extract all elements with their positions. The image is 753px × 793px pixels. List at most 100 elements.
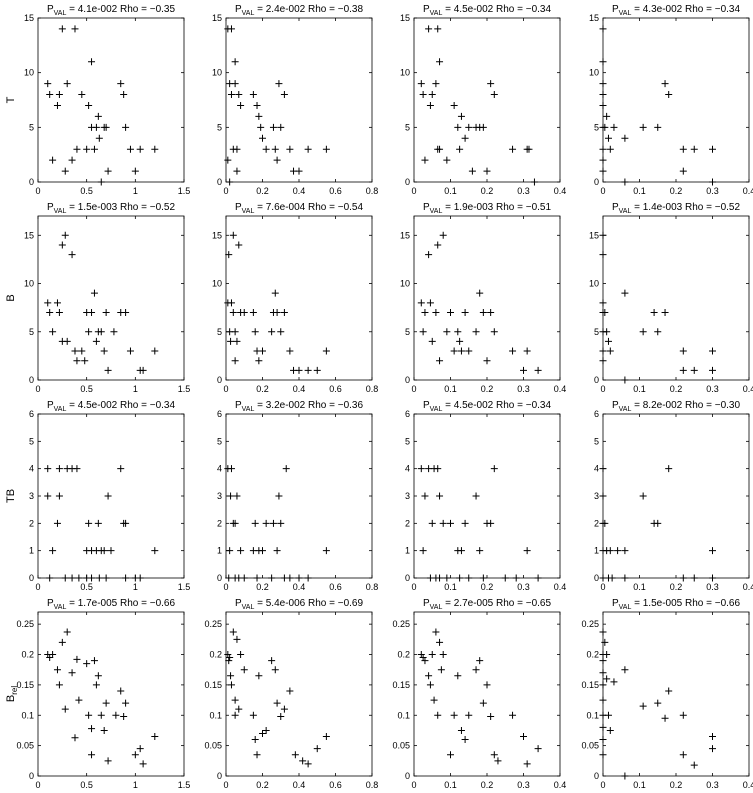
y-tick-label: 0 xyxy=(217,573,222,583)
y-axis-label: Brel xyxy=(5,686,19,702)
data-point-plus xyxy=(55,91,63,99)
x-tick-label: 0.1 xyxy=(444,186,457,196)
y-tick-label: 5 xyxy=(405,327,410,337)
x-tick-label: 1 xyxy=(133,186,138,196)
data-point-plus xyxy=(227,672,235,680)
data-point-plus xyxy=(100,726,108,734)
x-tick-label: 0.2 xyxy=(670,186,683,196)
y-tick-label: 3 xyxy=(594,491,599,501)
data-point-plus xyxy=(71,25,79,33)
subplot-title: PVAL = 7.6e-004 Rho = −0.54 xyxy=(235,202,364,215)
data-point-plus xyxy=(226,654,234,662)
data-point-plus xyxy=(599,25,607,33)
subplot-title: PVAL = 2.7e-005 Rho = −0.65 xyxy=(423,598,552,611)
plot-frame xyxy=(413,413,561,579)
data-point-plus xyxy=(661,308,669,316)
data-point-plus xyxy=(102,123,110,131)
data-point-plus xyxy=(601,638,609,646)
data-point-plus xyxy=(81,357,89,365)
data-point-plus xyxy=(262,726,270,734)
x-tick-label: 0.1 xyxy=(444,780,457,790)
data-point-plus xyxy=(525,145,533,153)
data-point-plus xyxy=(661,714,669,722)
data-point-plus xyxy=(235,241,243,249)
plot-frame xyxy=(37,215,185,381)
subplot-r1-c3: 0 0.1 0.2 0.3 0.4 0 5 10 15 PVAL = 1.4e-003 Rho =… xyxy=(589,202,753,394)
data-point-plus xyxy=(512,574,520,582)
data-point-plus xyxy=(709,745,716,753)
x-tick-label: 0 xyxy=(223,780,228,790)
data-point-plus xyxy=(479,699,487,707)
data-point-plus xyxy=(313,745,321,753)
data-point-plus xyxy=(604,711,612,719)
data-point-plus xyxy=(461,308,469,316)
data-point-plus xyxy=(639,492,647,500)
data-point-plus xyxy=(136,574,144,582)
data-point-plus xyxy=(271,145,279,153)
data-point-plus xyxy=(601,519,609,527)
data-point-plus xyxy=(614,547,622,555)
data-point-plus xyxy=(44,299,52,307)
data-point-plus xyxy=(490,328,498,336)
y-tick-label: 4 xyxy=(217,464,222,474)
data-point-plus xyxy=(490,465,498,473)
data-point-plus xyxy=(425,25,433,33)
x-tick-label: 0.8 xyxy=(366,582,379,592)
data-point-plus xyxy=(304,760,312,768)
data-point-plus xyxy=(417,651,425,659)
x-tick-label: 0.3 xyxy=(517,384,530,394)
y-tick-label: 0.2 xyxy=(586,650,599,660)
x-tick-label: 0 xyxy=(411,384,416,394)
x-tick-label: 0 xyxy=(600,780,605,790)
data-point-plus xyxy=(421,657,429,665)
data-point-plus xyxy=(277,328,285,336)
data-point-plus xyxy=(286,145,294,153)
x-tick-label: 0.6 xyxy=(329,384,342,394)
data-point-plus xyxy=(259,134,266,142)
subplot-title: PVAL = 1.5e-005 Rho = −0.66 xyxy=(612,598,741,611)
data-point-plus xyxy=(428,651,436,659)
data-point-plus xyxy=(280,91,288,99)
data-point-plus xyxy=(639,123,647,131)
data-point-plus xyxy=(461,519,469,527)
x-tick-label: 0.5 xyxy=(80,582,93,592)
plot-frame xyxy=(413,17,561,183)
x-tick-label: 0.4 xyxy=(293,384,306,394)
data-point-plus xyxy=(523,547,531,555)
data-point-plus xyxy=(237,651,245,659)
x-tick-label: 0.2 xyxy=(256,780,269,790)
data-point-plus xyxy=(255,672,263,680)
data-point-plus xyxy=(465,123,473,131)
data-point-plus xyxy=(271,666,279,674)
data-point-plus xyxy=(280,308,288,316)
data-point-plus xyxy=(417,465,425,473)
data-point-plus xyxy=(421,156,429,164)
y-tick-label: 5 xyxy=(29,122,34,132)
data-point-plus xyxy=(262,145,270,153)
data-point-plus xyxy=(46,654,54,662)
data-point-plus xyxy=(621,289,629,297)
data-point-plus xyxy=(122,308,130,316)
data-point-plus xyxy=(436,574,444,582)
data-point-plus xyxy=(73,465,81,473)
data-point-plus xyxy=(534,574,542,582)
x-tick-label: 0 xyxy=(35,186,40,196)
data-point-plus xyxy=(282,465,290,473)
data-point-plus xyxy=(68,574,76,582)
data-point-plus xyxy=(73,145,81,153)
subplot-title: PVAL = 1.7e-005 Rho = −0.66 xyxy=(47,598,176,611)
data-point-plus xyxy=(456,337,464,345)
y-tick-label: 5 xyxy=(405,122,410,132)
y-tick-label: 0.25 xyxy=(392,619,410,629)
data-point-plus xyxy=(599,751,607,759)
x-tick-label: 0 xyxy=(600,582,605,592)
x-tick-label: 0.1 xyxy=(633,186,646,196)
plot-frame xyxy=(225,611,373,777)
data-point-plus xyxy=(679,711,687,719)
data-point-plus xyxy=(58,241,66,249)
data-point-plus xyxy=(229,308,237,316)
data-point-plus xyxy=(709,178,716,186)
data-point-plus xyxy=(102,699,110,707)
data-point-plus xyxy=(534,366,542,374)
y-tick-label: 10 xyxy=(212,279,222,289)
